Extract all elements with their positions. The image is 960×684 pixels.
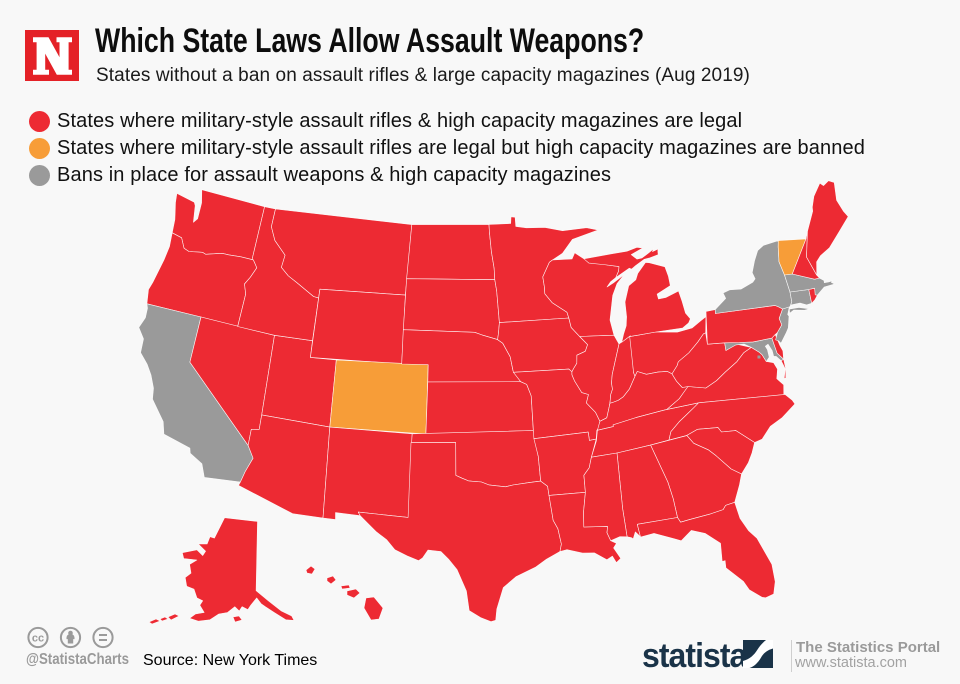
svg-text:cc: cc	[32, 633, 44, 645]
